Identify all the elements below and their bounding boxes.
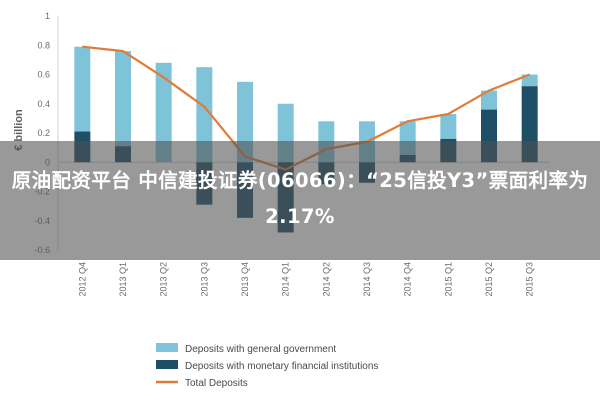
x-tick-label: 2013 Q3 (199, 262, 209, 297)
legend-swatch (156, 343, 178, 352)
y-tick-label: 0.8 (37, 40, 50, 50)
x-tick-label: 2014 Q1 (281, 262, 291, 297)
bar-general-government (155, 62, 172, 163)
x-tick-label: 2015 Q3 (525, 262, 535, 297)
legend-label: Deposits with general government (185, 344, 336, 355)
x-tick-label: 2015 Q1 (443, 262, 453, 297)
bar-general-government (521, 74, 538, 87)
y-axis-label: € billion (13, 109, 25, 151)
legend-swatch (156, 360, 178, 369)
series-general-government (74, 46, 538, 163)
bar-general-government (115, 51, 131, 147)
y-tick-label: 0.6 (37, 70, 50, 80)
x-tick-label: 2014 Q2 (321, 262, 331, 297)
x-tick-label: 2014 Q3 (362, 262, 372, 297)
legend-label: Total Deposits (185, 378, 248, 389)
x-axis: 2012 Q4 2013 Q1 2013 Q2 2013 Q3 2013 Q4 2014 … (77, 262, 534, 297)
x-tick-label: 2015 Q2 (484, 262, 494, 297)
x-tick-label: 2013 Q4 (240, 262, 250, 297)
y-tick-label: 0.2 (37, 128, 50, 138)
bar-general-government (196, 67, 213, 163)
headline-banner (0, 141, 600, 260)
x-tick-label: 2012 Q4 (77, 262, 87, 297)
legend: Deposits with general government Deposits… (156, 343, 378, 389)
y-tick-label: 0.4 (37, 99, 50, 109)
x-tick-label: 2013 Q1 (118, 262, 128, 297)
x-tick-label: 2014 Q4 (403, 262, 413, 297)
x-tick-label: 2013 Q2 (159, 262, 169, 297)
bar-general-government (481, 90, 497, 110)
headline-text: 原油配资平台 中信建投证券(06066)：“25信投Y3”票面利率为2.17% (11, 169, 589, 228)
bar-general-government (74, 46, 91, 132)
y-tick-label: 1 (45, 11, 50, 21)
bar-general-government (440, 113, 457, 139)
legend-label: Deposits with monetary financial institu… (185, 361, 378, 372)
